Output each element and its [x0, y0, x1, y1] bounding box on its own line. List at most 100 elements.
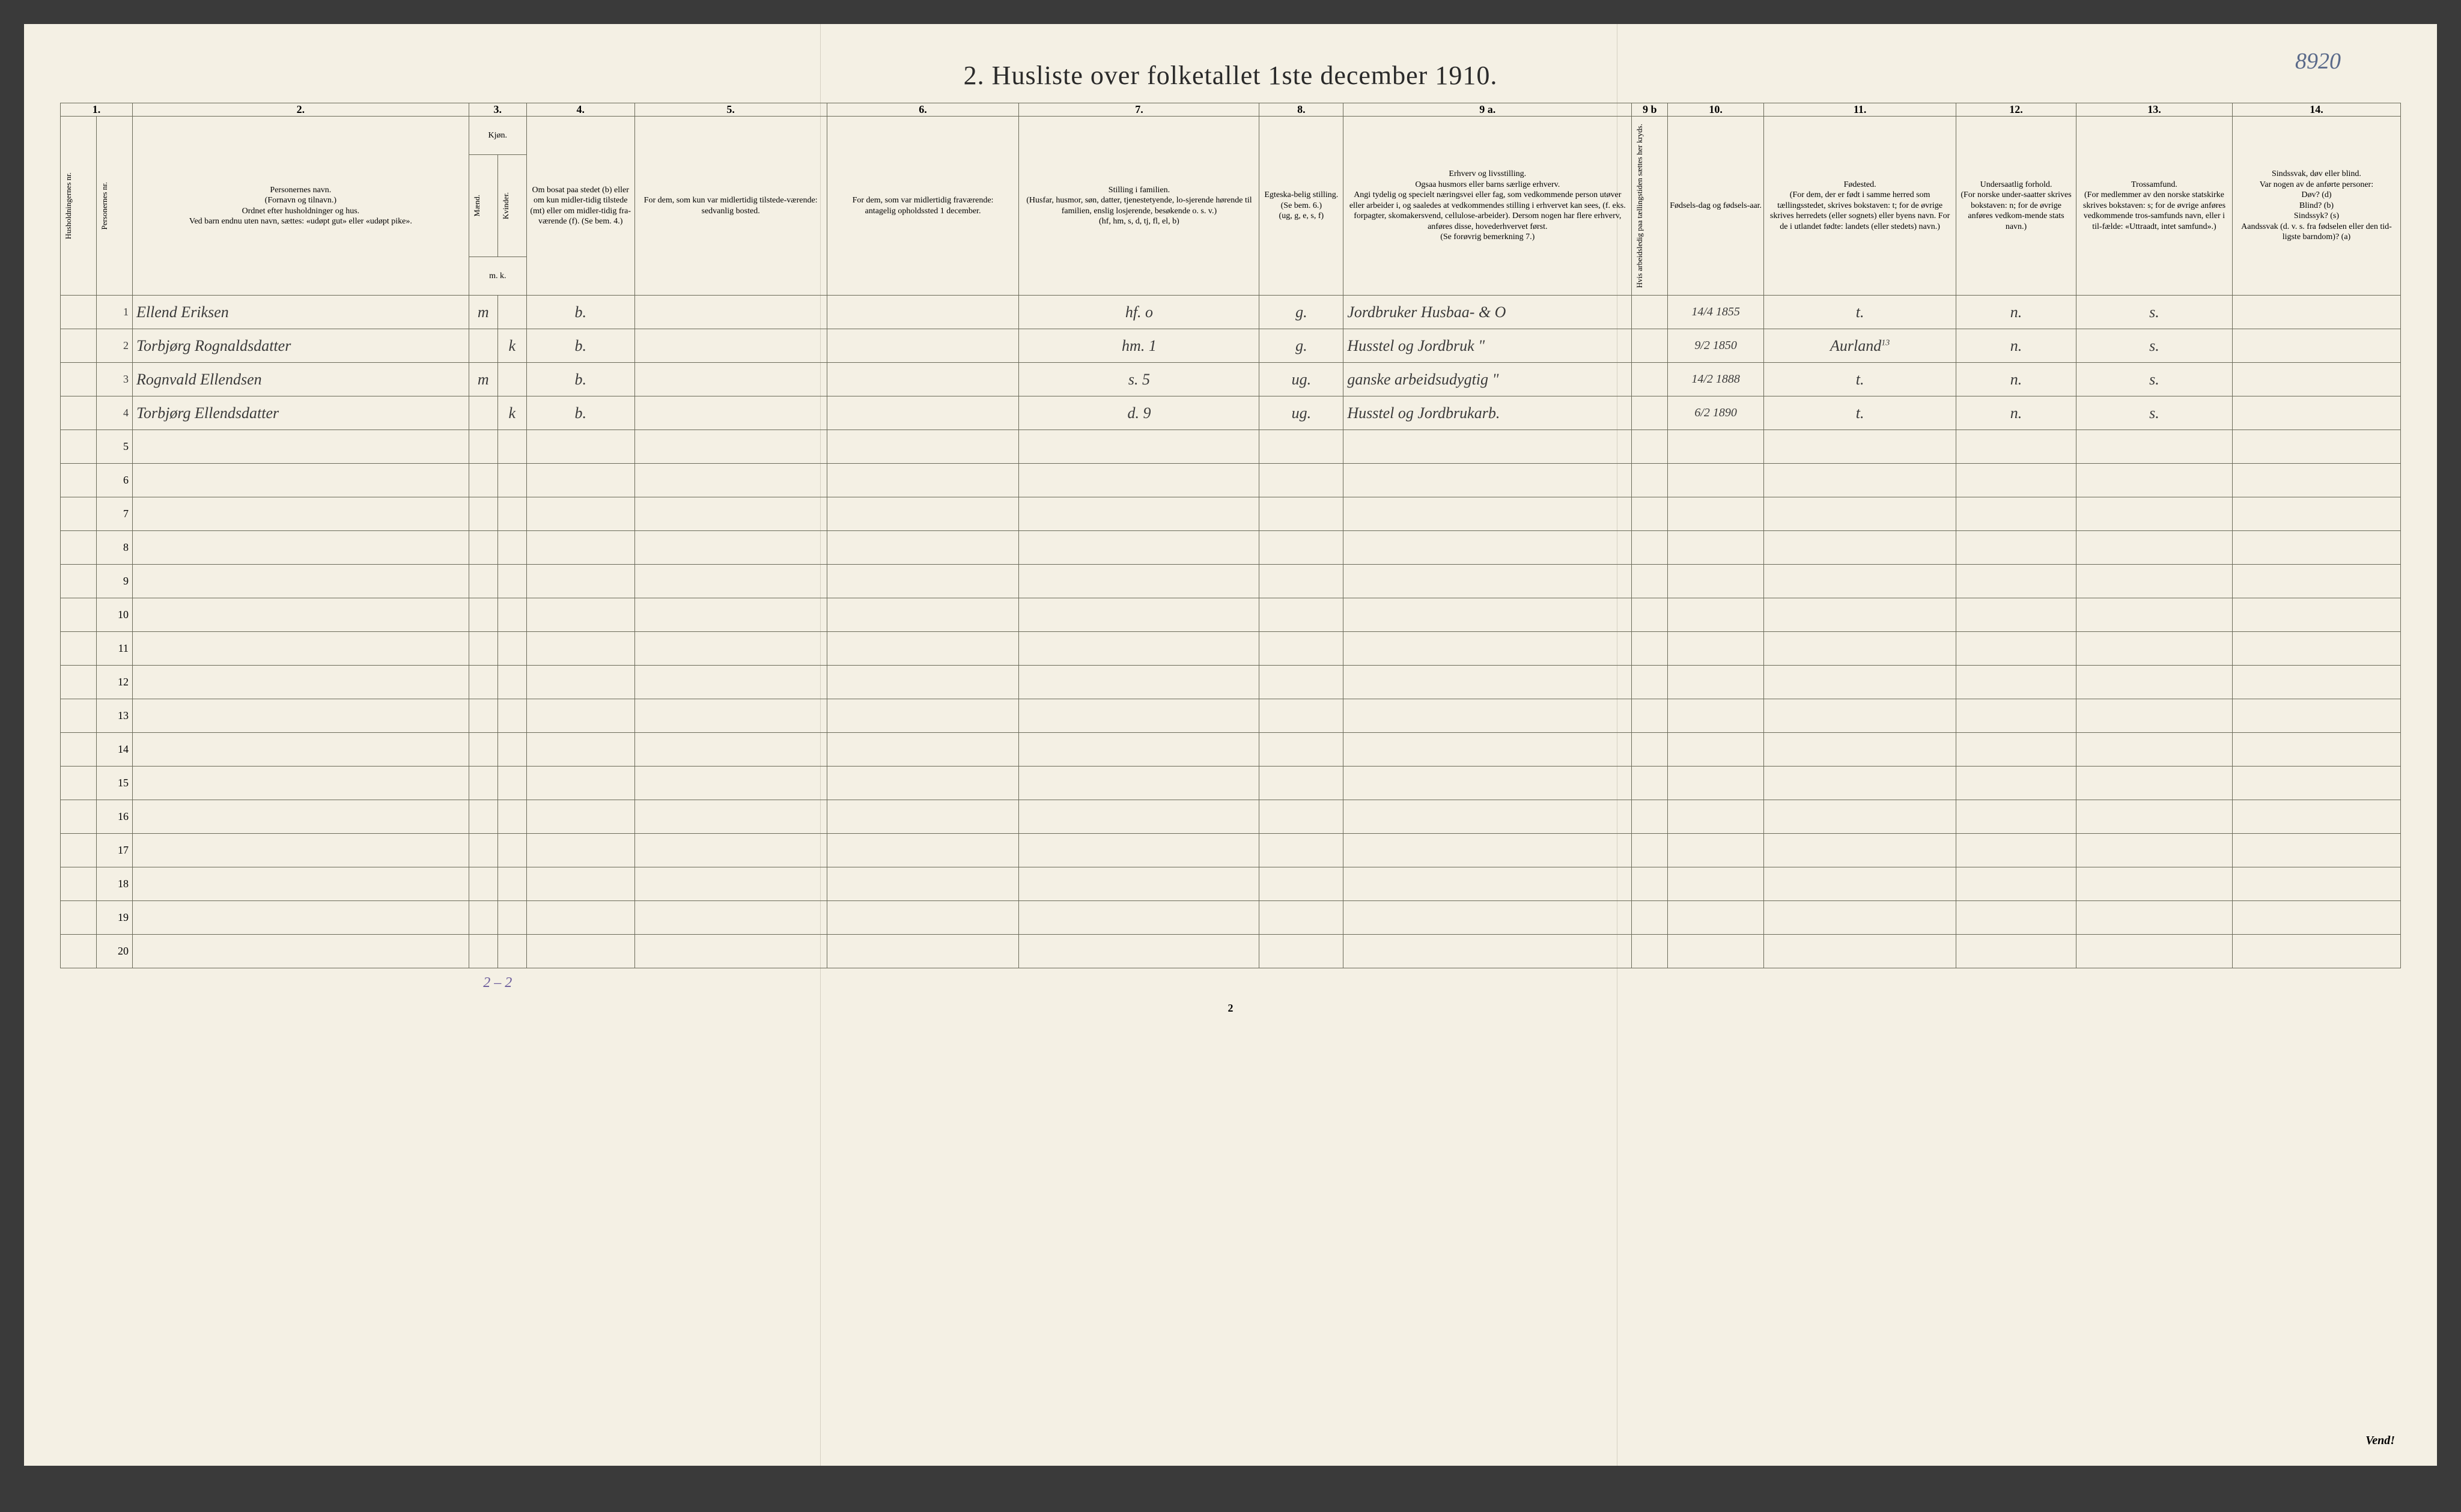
- footer-tally: 2 – 2: [469, 968, 526, 997]
- row-hh-num: [61, 430, 97, 464]
- cell-c12: n.: [1956, 363, 2076, 396]
- row-person-num: 14: [96, 733, 132, 767]
- table-row-empty: 14: [61, 733, 2401, 767]
- hdr-person-nr: Personernes nr.: [99, 177, 111, 234]
- colnum-13: 13.: [2076, 103, 2233, 117]
- hdr-kvinde: Kvinder.: [500, 187, 512, 224]
- row-hh-num: [61, 531, 97, 565]
- row-hh-num: [61, 733, 97, 767]
- cell-c11: t.: [1764, 296, 1956, 329]
- cell-c7: hm. 1: [1019, 329, 1259, 363]
- cell-c10: 14/4 1855: [1668, 296, 1764, 329]
- table-row-empty: 16: [61, 800, 2401, 834]
- cell-k: k: [497, 329, 526, 363]
- colnum-5: 5.: [634, 103, 827, 117]
- cell-bosat: b.: [526, 363, 634, 396]
- cell-c9a: ganske arbeidsudygtig ": [1343, 363, 1632, 396]
- table-row: 3Rognvald Ellendsenmb.s. 5ug.ganske arbe…: [61, 363, 2401, 396]
- cell-name: Rognvald Ellendsen: [132, 363, 469, 396]
- cell-bosat: b.: [526, 329, 634, 363]
- cell-c6: [827, 363, 1019, 396]
- row-hh-num: [61, 464, 97, 497]
- cell-c10: 9/2 1850: [1668, 329, 1764, 363]
- row-hh-num: [61, 598, 97, 632]
- row-person-num: 2: [96, 329, 132, 363]
- cell-c8: g.: [1259, 329, 1343, 363]
- cell-c13: s.: [2076, 296, 2233, 329]
- colnum-8: 8.: [1259, 103, 1343, 117]
- cell-c9b: [1632, 363, 1668, 396]
- row-hh-num: [61, 666, 97, 699]
- colnum-11: 11.: [1764, 103, 1956, 117]
- colnum-7: 7.: [1019, 103, 1259, 117]
- hdr-fodested: Fødested. (For dem, der er født i samme …: [1764, 117, 1956, 296]
- table-row-empty: 8: [61, 531, 2401, 565]
- row-person-num: 5: [96, 430, 132, 464]
- row-hh-num: [61, 396, 97, 430]
- cell-m: m: [469, 363, 497, 396]
- hdr-midl-tilstede: For dem, som kun var midlertidig tilsted…: [634, 117, 827, 296]
- table-row-empty: 9: [61, 565, 2401, 598]
- hdr-sindssvak: Sindssvak, døv eller blind. Var nogen av…: [2232, 117, 2400, 296]
- table-row-empty: 15: [61, 767, 2401, 800]
- cell-c14: [2232, 329, 2400, 363]
- table-row-empty: 7: [61, 497, 2401, 531]
- row-person-num: 3: [96, 363, 132, 396]
- hdr-mk: m. k.: [469, 257, 526, 296]
- colnum-9b: 9 b: [1632, 103, 1668, 117]
- colnum-1: 1.: [61, 103, 133, 117]
- row-hh-num: [61, 363, 97, 396]
- colnum-10: 10.: [1668, 103, 1764, 117]
- cell-name: Ellend Eriksen: [132, 296, 469, 329]
- hdr-husholdning-nr: Husholdningernes nr.: [62, 168, 75, 244]
- hdr-stilling-fam: Stilling i familien. (Husfar, husmor, sø…: [1019, 117, 1259, 296]
- cell-c8: ug.: [1259, 363, 1343, 396]
- cell-c10: 6/2 1890: [1668, 396, 1764, 430]
- cell-k: [497, 296, 526, 329]
- cell-c7: hf. o: [1019, 296, 1259, 329]
- table-row-empty: 5: [61, 430, 2401, 464]
- table-row-empty: 11: [61, 632, 2401, 666]
- page-title: 2. Husliste over folketallet 1ste decemb…: [60, 60, 2401, 91]
- table-row-empty: 10: [61, 598, 2401, 632]
- header-row-main: Husholdningernes nr. Personernes nr. Per…: [61, 117, 2401, 155]
- table-row-empty: 12: [61, 666, 2401, 699]
- cell-m: m: [469, 296, 497, 329]
- cell-c11: t.: [1764, 396, 1956, 430]
- colnum-9a: 9 a.: [1343, 103, 1632, 117]
- colnum-2: 2.: [132, 103, 469, 117]
- page-annotation-top: 8920: [2295, 48, 2341, 74]
- cell-c14: [2232, 296, 2400, 329]
- row-hh-num: [61, 867, 97, 901]
- hdr-mand: Mænd.: [471, 190, 483, 221]
- fold-line-left: [820, 24, 821, 1466]
- row-person-num: 9: [96, 565, 132, 598]
- cell-c9b: [1632, 396, 1668, 430]
- column-number-row: 1. 2. 3. 4. 5. 6. 7. 8. 9 a. 9 b 10. 11.…: [61, 103, 2401, 117]
- hdr-undersaat: Undersaatlig forhold. (For norske under-…: [1956, 117, 2076, 296]
- hdr-egteskab: Egteska-belig stilling. (Se bem. 6.) (ug…: [1259, 117, 1343, 296]
- row-person-num: 10: [96, 598, 132, 632]
- cell-c6: [827, 329, 1019, 363]
- census-page: 8920 2. Husliste over folketallet 1ste d…: [24, 24, 2437, 1466]
- hdr-midl-frav: For dem, som var midlertidig fraværende:…: [827, 117, 1019, 296]
- hdr-fodsel: Fødsels-dag og fødsels-aar.: [1668, 117, 1764, 296]
- row-person-num: 20: [96, 935, 132, 968]
- cell-c5: [634, 296, 827, 329]
- row-hh-num: [61, 800, 97, 834]
- row-hh-num: [61, 767, 97, 800]
- cell-name: Torbjørg Rognaldsdatter: [132, 329, 469, 363]
- row-hh-num: [61, 329, 97, 363]
- cell-c14: [2232, 396, 2400, 430]
- cell-k: k: [497, 396, 526, 430]
- cell-c12: n.: [1956, 296, 2076, 329]
- cell-c7: d. 9: [1019, 396, 1259, 430]
- table-row-empty: 20: [61, 935, 2401, 968]
- table-row: 2Torbjørg Rognaldsdatterkb.hm. 1g.Husste…: [61, 329, 2401, 363]
- hdr-bosat: Om bosat paa stedet (b) eller om kun mid…: [526, 117, 634, 296]
- row-hh-num: [61, 632, 97, 666]
- hdr-trossamfund: Trossamfund. (For medlemmer av den norsk…: [2076, 117, 2233, 296]
- row-person-num: 12: [96, 666, 132, 699]
- row-person-num: 15: [96, 767, 132, 800]
- cell-c8: g.: [1259, 296, 1343, 329]
